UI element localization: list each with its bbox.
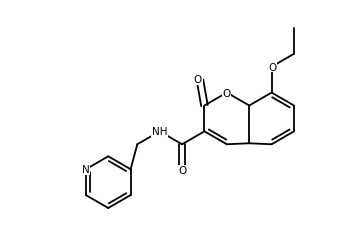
Text: N: N [82, 164, 90, 174]
Text: O: O [223, 88, 231, 98]
Text: O: O [194, 75, 202, 85]
Text: O: O [268, 62, 277, 73]
Text: NH: NH [152, 127, 167, 137]
Text: O: O [178, 165, 186, 175]
